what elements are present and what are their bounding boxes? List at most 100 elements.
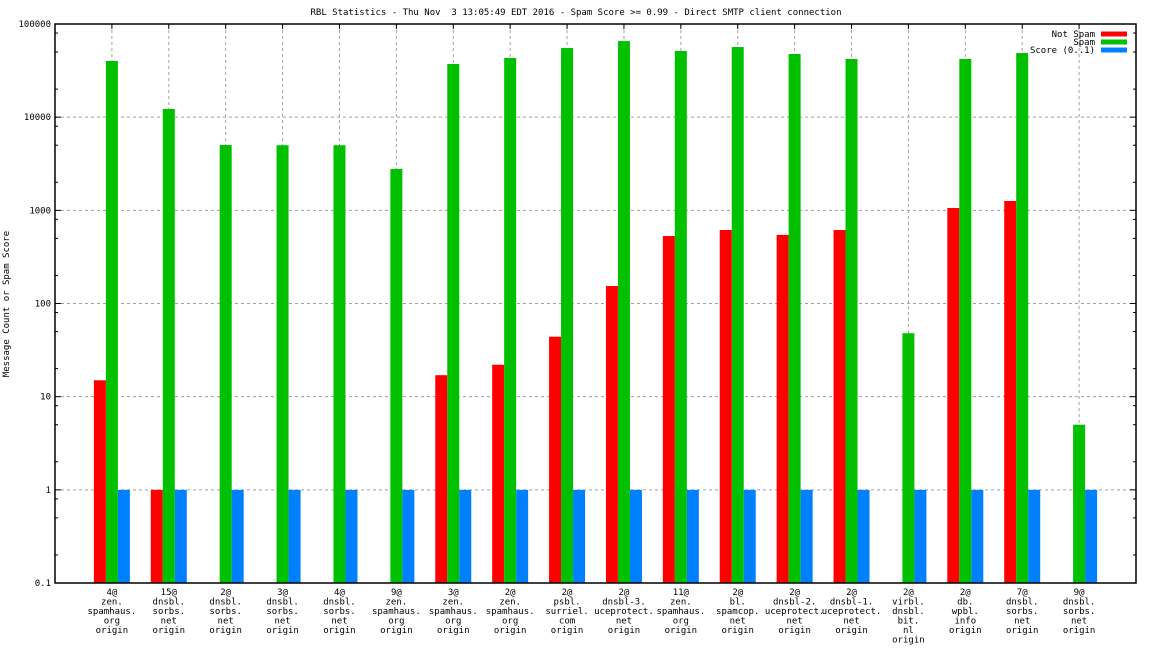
x-tick-label-line: dnsbl. (153, 598, 186, 608)
x-tick-label-line: zen. (499, 598, 521, 608)
x-tick-label-line: net (218, 617, 234, 627)
x-tick-label-line: zen. (442, 598, 464, 608)
x-tick-label-line: sorbs. (323, 607, 356, 617)
x-tick-label-line: origin (608, 626, 641, 636)
x-tick-label: 7@ dnsbl. sorbs. net origin (1006, 588, 1039, 636)
x-tick-label-line: origin (96, 626, 129, 636)
y-tick-label: 0.1 (35, 579, 51, 589)
bar-score-0-1 (117, 489, 130, 583)
legend-swatch (1101, 47, 1127, 53)
x-tick-label-line: net (843, 617, 859, 627)
bar-spam (959, 59, 972, 583)
x-tick-label: 2@ virbl. dnsbl. bit. nl origin (892, 588, 925, 646)
bar-score-0-1 (743, 489, 756, 583)
x-tick-label-line: org (388, 617, 404, 627)
x-tick-label-line: bl. (730, 598, 746, 608)
y-ticks: 0.1 1 10 100 1000 10000 100000 (18, 20, 1136, 589)
x-tick-label-line: 2@ (220, 588, 231, 598)
chart-title: RBL Statistics - Thu Nov 3 13:05:49 EDT … (310, 8, 841, 18)
x-tick-label-line: net (161, 617, 177, 627)
bar-score-0-1 (686, 489, 699, 583)
bar-not-spam (150, 489, 163, 583)
x-tick-label-line: dnsbl. (1063, 598, 1096, 608)
y-tick-label: 1 (46, 486, 51, 496)
x-tick-label-line: dnsbl. (209, 598, 242, 608)
x-tick-label-line: net (616, 617, 632, 627)
bar-not-spam (605, 286, 618, 583)
x-tick-label-line: origin (892, 636, 925, 646)
x-tick-label-line: uceprotect. (822, 607, 882, 617)
x-tick-label: 3@ dnsbl. sorbs. net origin (266, 588, 299, 636)
bar-not-spam (492, 364, 505, 583)
x-tick-label: 2@ psbl. surriel. com origin (545, 588, 588, 636)
x-tick-label-line: 3@ (448, 588, 459, 598)
bar-score-0-1 (516, 489, 529, 583)
x-tick-label: 2@ dnsbl-2. uceprotect. net origin (765, 588, 825, 636)
x-tick-label-line: dnsbl. (892, 607, 925, 617)
bar-spam (788, 53, 801, 584)
bar-spam (447, 64, 460, 583)
bar-spam (902, 333, 915, 583)
x-tick-label-line: zen. (386, 598, 408, 608)
x-tick-label-line: org (502, 617, 518, 627)
y-axis-label: Message Count or Spam Score (2, 231, 12, 377)
x-tick-label-line: com (559, 617, 575, 627)
bar-spam (105, 60, 118, 584)
x-tick-label-line: origin (949, 626, 982, 636)
x-tick-label-line: 2@ (846, 588, 857, 598)
x-tick-label-line: zen. (101, 598, 123, 608)
bar-score-0-1 (914, 489, 927, 583)
bar-not-spam (1004, 200, 1017, 583)
bar-not-spam (833, 230, 846, 584)
x-tick-label-line: origin (665, 626, 698, 636)
x-tick-label-line: origin (551, 626, 584, 636)
x-tick-label: 2@ bl. spamcop. net origin (716, 588, 759, 636)
bar-spam (504, 57, 517, 584)
x-tick-label-line: net (1071, 617, 1087, 627)
bar-score-0-1 (231, 489, 244, 583)
legend-label: Score (0..1) (1030, 46, 1095, 56)
x-tick-label-line: surriel. (545, 607, 588, 617)
bar-spam (390, 168, 403, 583)
x-tick-label-line: origin (209, 626, 242, 636)
bar-spam (219, 145, 232, 584)
x-tick-label-line: dnsbl. (266, 598, 299, 608)
x-tick-label-line: net (1014, 617, 1030, 627)
bars (93, 41, 1098, 584)
bar-score-0-1 (1085, 489, 1098, 583)
x-tick-label-line: 2@ (732, 588, 743, 598)
legend-swatch (1101, 39, 1127, 45)
x-tick-label-line: net (331, 617, 347, 627)
bar-spam (1073, 424, 1086, 583)
x-tick-label: 9@ zen. spamhaus. org origin (372, 588, 421, 636)
bar-score-0-1 (288, 489, 301, 583)
x-tick-label-line: origin (323, 626, 356, 636)
x-tick-label-line: psbl. (554, 598, 581, 608)
x-tick-label: 4@ dnsbl. sorbs. net origin (323, 588, 356, 636)
x-tick-label-line: 9@ (391, 588, 402, 598)
bar-spam (1016, 53, 1029, 584)
legend-label: Spam (1073, 38, 1095, 48)
x-tick-label-line: origin (380, 626, 413, 636)
x-tick-label-line: 15@ (161, 588, 178, 598)
bar-score-0-1 (345, 489, 358, 583)
x-tick-label-line: origin (835, 626, 868, 636)
bar-spam (333, 145, 346, 583)
x-tick-label-line: origin (153, 626, 186, 636)
x-tick-label-line: wpbl. (952, 607, 979, 617)
x-tick-label-line: sorbs. (1006, 607, 1039, 617)
x-tick-label-line: 7@ (1017, 588, 1028, 598)
x-tick-label-line: 2@ (903, 588, 914, 598)
x-tick-label-line: origin (437, 626, 470, 636)
x-tick-label-line: sorbs. (153, 607, 186, 617)
x-tick-label-line: spamcop. (716, 607, 759, 617)
x-tick-label-line: org (673, 617, 689, 627)
bar-score-0-1 (174, 489, 187, 583)
bar-score-0-1 (971, 489, 984, 583)
x-tick-label: 2@ dnsbl. sorbs. net origin (209, 588, 242, 636)
x-tick-label-line: origin (721, 626, 754, 636)
x-tick-label-line: 2@ (789, 588, 800, 598)
bar-score-0-1 (459, 489, 472, 583)
